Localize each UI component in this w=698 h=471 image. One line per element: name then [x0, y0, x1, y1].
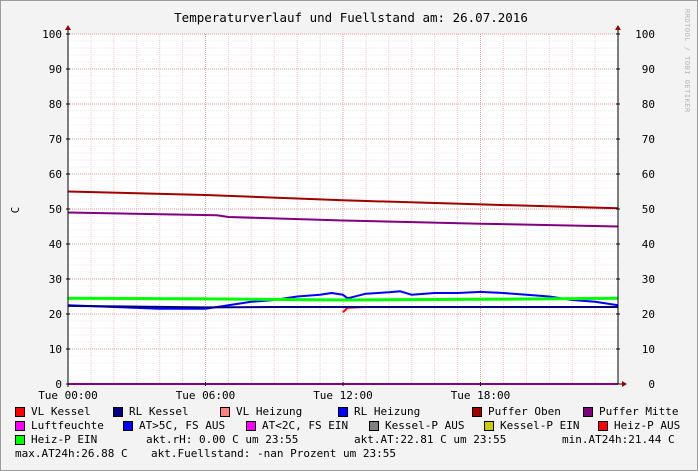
y-axis-label: C: [9, 207, 22, 214]
legend-swatch: [246, 421, 256, 431]
watermark: RRDTOOL / TOBI OETIKER: [683, 9, 691, 113]
legend-label: VL Kessel: [31, 405, 91, 418]
legend-item-luftfeuchte: Luftfeuchte: [15, 419, 123, 433]
legend-item-kessel-p-ein: Kessel-P EIN: [484, 419, 598, 433]
stat-max-at: max.AT24h:26.88 C: [15, 447, 128, 460]
x-tick-label: Tue 18:00: [451, 389, 511, 401]
y-tick-label-left: 70: [49, 133, 62, 146]
y-tick-label-left: 100: [42, 28, 62, 41]
x-tick-label: Tue 06:00: [176, 389, 236, 401]
legend-item-heiz-p-ein: Heiz-P EIN: [15, 433, 146, 447]
y-tick-label-right: 100: [635, 28, 655, 41]
y-tick-label-left: 40: [49, 238, 62, 251]
legend-label: Luftfeuchte: [31, 419, 104, 432]
series-line-unlabeled: [67, 304, 618, 309]
legend-swatch: [15, 407, 25, 417]
y-tick-label-left: 30: [49, 273, 62, 286]
legend-item-at-lt-2c: AT<2C, FS EIN: [246, 419, 369, 433]
y-tick-label-right: 80: [642, 98, 655, 111]
y-tick-label-left: 90: [49, 63, 62, 76]
y-tick-label-left: 10: [49, 343, 62, 356]
stat-min-at: min.AT24h:21.44 C: [562, 433, 675, 446]
legend-swatch: [15, 421, 25, 431]
legend-item-vl-kessel: VL Kessel: [15, 405, 113, 419]
y-tick-label-right: 50: [642, 203, 655, 216]
legend-swatch: [220, 407, 230, 417]
legend-label: Puffer Oben: [488, 405, 561, 418]
legend-item-puffer-oben: Puffer Oben: [472, 405, 583, 419]
legend-label: AT<2C, FS EIN: [262, 419, 349, 432]
legend-label: RL Kessel: [129, 405, 189, 418]
y-tick-label-left: 50: [49, 203, 62, 216]
y-tick-label-right: 0: [648, 378, 655, 391]
legend-label: Heiz-P EIN: [31, 433, 98, 446]
legend-label: RL Heizung: [354, 405, 421, 418]
legend-item-rl-kessel: RL Kessel: [113, 405, 220, 419]
legend-row: Luftfeuchte AT>5C, FS AUS AT<2C, FS EIN Kes…: [15, 419, 695, 433]
legend-label: Kessel-P AUS: [385, 419, 465, 432]
legend-swatch: [338, 407, 348, 417]
legend-item-rl-heizung: RL Heizung: [338, 405, 472, 419]
x-tick-label: Tue 00:00: [38, 389, 98, 401]
legend-swatch: [472, 407, 482, 417]
legend-item-heiz-p-aus: Heiz-P AUS: [598, 419, 680, 433]
legend-label: Heiz-P AUS: [614, 419, 681, 432]
series-line-heiz-p-ein: [67, 296, 619, 302]
chart-title: Temperaturverlauf und Fuellstand am: 26.…: [174, 10, 528, 25]
legend-row: max.AT24h:26.88 C akt.Fuellstand: -nan Pr…: [15, 447, 695, 461]
legend-label: VL Heizung: [236, 405, 303, 418]
y-tick-label-right: 40: [642, 238, 655, 251]
stat-fuellstand: akt.Fuellstand: -nan Prozent um 23:55: [151, 447, 397, 460]
legend-swatch: [123, 421, 133, 431]
y-axis-right-arrow: [615, 25, 621, 30]
legend-swatch: [598, 421, 608, 431]
chart-canvas: Temperaturverlauf und Fuellstand am: 26.…: [9, 9, 691, 401]
legend-swatch: [113, 407, 123, 417]
y-tick-label-left: 0: [55, 378, 62, 391]
axes: 0 0 10 10 20 20 30 30 40 40 50 50 60 60 70 70 80 80 90 90 10…: [38, 25, 655, 401]
y-tick-label-right: 60: [642, 168, 655, 181]
legend-label: Puffer Mitte: [599, 405, 679, 418]
x-axis-arrow: [622, 381, 627, 387]
x-tick-label: Tue 12:00: [313, 389, 373, 401]
y-tick-label-right: 20: [642, 308, 655, 321]
legend-label: Kessel-P EIN: [500, 419, 580, 432]
series-line-puffer-oben: [67, 190, 619, 210]
y-tick-label-left: 20: [49, 308, 62, 321]
legend-label: AT>5C, FS AUS: [139, 419, 226, 432]
legend-row: VL Kessel RL Kessel VL Heizung RL Heizung Pu…: [15, 405, 695, 419]
stat-at: akt.AT:22.81 C um 23:55: [354, 433, 507, 446]
legend: VL Kessel RL Kessel VL Heizung RL Heizung Pu…: [15, 405, 695, 461]
legend-swatch: [583, 407, 593, 417]
y-tick-label-left: 80: [49, 98, 62, 111]
y-tick-label-left: 60: [49, 168, 62, 181]
legend-swatch: [484, 421, 494, 431]
series-line-puffer-mitte: [67, 211, 619, 228]
stat-rh: akt.rH: 0.00 C um 23:55: [146, 433, 299, 446]
legend-swatch: [15, 435, 25, 445]
y-tick-label-right: 90: [642, 63, 655, 76]
y-tick-label-right: 10: [642, 343, 655, 356]
legend-item-kessel-p-aus: Kessel-P AUS: [369, 419, 484, 433]
legend-swatch: [369, 421, 379, 431]
y-tick-label-right: 30: [642, 273, 655, 286]
legend-item-vl-heizung: VL Heizung: [220, 405, 338, 419]
y-axis-left-arrow: [65, 25, 71, 30]
legend-item-at-gt-5c: AT>5C, FS AUS: [123, 419, 246, 433]
y-tick-label-right: 70: [642, 133, 655, 146]
legend-item-puffer-mitte: Puffer Mitte: [583, 405, 678, 419]
series-line-rl-heizung: [67, 290, 619, 310]
legend-row: Heiz-P EIN akt.rH: 0.00 C um 23:55 akt.AT:…: [15, 433, 695, 447]
